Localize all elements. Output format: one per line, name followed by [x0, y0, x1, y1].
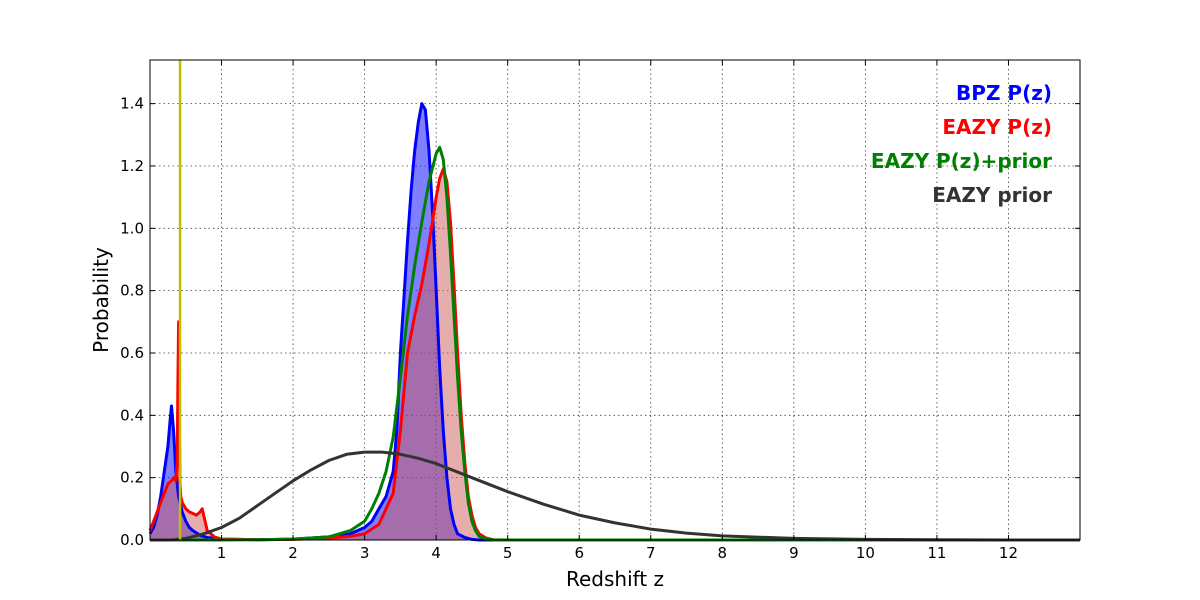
legend-entry-eazy-prior: EAZY prior — [932, 183, 1052, 207]
grid — [150, 60, 1080, 541]
x-tick-label: 12 — [999, 544, 1018, 562]
x-tick-label: 3 — [360, 544, 370, 562]
legend-entry-bpz-p-z: BPZ P(z) — [956, 81, 1052, 105]
y-tick-label: 0.4 — [120, 406, 144, 424]
y-tick-label: 0.6 — [120, 344, 144, 362]
eazy-prior-line — [150, 450, 1080, 542]
y-tick-label: 1.2 — [120, 157, 144, 175]
y-tick-label: 0.2 — [120, 469, 144, 487]
eazy-p-z-prior-line — [150, 145, 1080, 542]
x-tick-label: 8 — [718, 544, 728, 562]
legend-entry-eazy-p-z: EAZY P(z) — [942, 115, 1052, 139]
x-tick-label: 1 — [217, 544, 227, 562]
x-tick-label: 4 — [431, 544, 441, 562]
x-tick-label: 7 — [646, 544, 656, 562]
x-axis-label: Redshift z — [566, 567, 664, 591]
bpz-p-z-line — [148, 102, 1080, 542]
legend: BPZ P(z) EAZY P(z) EAZY P(z)+prior EAZY pri… — [871, 81, 1052, 207]
x-tick-labels: 1 2 3 4 5 6 7 8 9 10 11 12 — [217, 544, 1018, 562]
y-tick-label: 0.0 — [120, 531, 144, 549]
x-tick-label: 2 — [288, 544, 298, 562]
x-tick-label: 5 — [503, 544, 513, 562]
axis-ticks — [150, 60, 1080, 541]
y-tick-label: 0.8 — [120, 282, 144, 300]
x-tick-label: 9 — [789, 544, 799, 562]
y-axis-label: Probability — [89, 247, 113, 353]
legend-entry-eazy-p-z-prior: EAZY P(z)+prior — [871, 149, 1052, 173]
x-tick-label: 10 — [856, 544, 875, 562]
plot-frame — [149, 59, 1081, 541]
y-tick-labels: 0.0 0.2 0.4 0.6 0.8 1.0 1.2 1.4 — [120, 95, 144, 549]
x-tick-label: 11 — [927, 544, 946, 562]
y-tick-label: 1.0 — [120, 219, 144, 237]
series-lines — [148, 60, 1080, 542]
y-tick-label: 1.4 — [120, 95, 144, 113]
x-tick-label: 6 — [574, 544, 584, 562]
